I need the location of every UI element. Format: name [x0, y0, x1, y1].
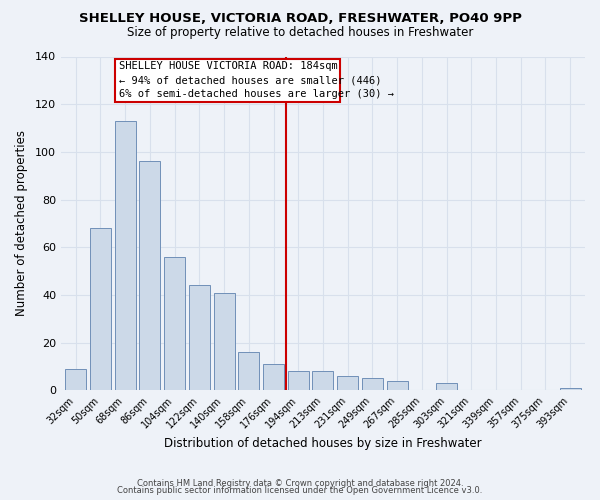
Text: Contains HM Land Registry data © Crown copyright and database right 2024.: Contains HM Land Registry data © Crown c…	[137, 478, 463, 488]
Text: ← 94% of detached houses are smaller (446): ← 94% of detached houses are smaller (44…	[119, 75, 382, 85]
Bar	[65, 369, 86, 390]
Bar	[386, 380, 407, 390]
Bar	[263, 364, 284, 390]
Y-axis label: Number of detached properties: Number of detached properties	[15, 130, 28, 316]
Bar	[214, 292, 235, 390]
Bar	[362, 378, 383, 390]
Bar	[238, 352, 259, 391]
Bar	[313, 371, 334, 390]
Bar	[189, 286, 210, 391]
Bar	[288, 371, 309, 390]
Bar	[139, 162, 160, 390]
FancyBboxPatch shape	[115, 59, 340, 102]
Text: 6% of semi-detached houses are larger (30) →: 6% of semi-detached houses are larger (3…	[119, 90, 394, 100]
Bar	[164, 257, 185, 390]
Text: Contains public sector information licensed under the Open Government Licence v3: Contains public sector information licen…	[118, 486, 482, 495]
Text: SHELLEY HOUSE, VICTORIA ROAD, FRESHWATER, PO40 9PP: SHELLEY HOUSE, VICTORIA ROAD, FRESHWATER…	[79, 12, 521, 26]
Bar	[115, 121, 136, 390]
Bar	[436, 383, 457, 390]
Text: Size of property relative to detached houses in Freshwater: Size of property relative to detached ho…	[127, 26, 473, 39]
X-axis label: Distribution of detached houses by size in Freshwater: Distribution of detached houses by size …	[164, 437, 482, 450]
Bar	[560, 388, 581, 390]
Bar	[90, 228, 111, 390]
Bar	[337, 376, 358, 390]
Text: SHELLEY HOUSE VICTORIA ROAD: 184sqm: SHELLEY HOUSE VICTORIA ROAD: 184sqm	[119, 61, 338, 71]
